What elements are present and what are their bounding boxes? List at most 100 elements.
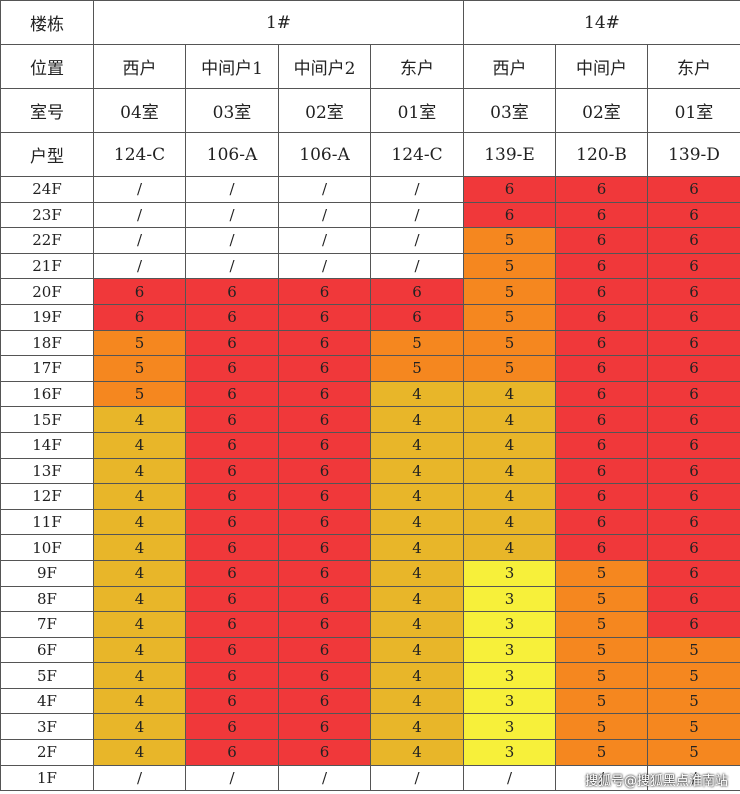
rating-cell: 6 bbox=[555, 329, 648, 357]
floor-row: 3F 4 6 6 4 3 5 5 bbox=[0, 713, 740, 741]
rating-cell: 6 bbox=[463, 201, 556, 229]
rating-cell: 6 bbox=[185, 278, 279, 305]
rating-cell: / bbox=[370, 764, 464, 792]
rating-cell: 6 bbox=[555, 534, 648, 561]
rating-cell: 4 bbox=[463, 431, 556, 459]
rating-cell: 4 bbox=[463, 380, 556, 408]
rating-cell: 6 bbox=[647, 534, 740, 561]
rating-cell: 6 bbox=[278, 636, 371, 664]
rating-cell: 4 bbox=[463, 457, 556, 485]
unit-room: 01室 bbox=[647, 88, 740, 133]
rating-cell: 5 bbox=[555, 585, 648, 613]
floor-row: 14F 4 6 6 4 4 6 6 bbox=[0, 431, 740, 459]
rating-cell: 6 bbox=[185, 559, 279, 587]
floor-row: 4F 4 6 6 4 3 5 5 bbox=[0, 687, 740, 715]
type-row: 户型 124-C 106-A 106-A 124-C 139-E 120-B 1… bbox=[0, 132, 740, 177]
rating-cell: 6 bbox=[185, 355, 279, 382]
rating-cell: 5 bbox=[647, 713, 740, 741]
rating-cell: 4 bbox=[93, 559, 186, 587]
unit-type: 106-A bbox=[185, 132, 279, 177]
unit-room: 04室 bbox=[93, 88, 186, 133]
rating-cell: / bbox=[185, 764, 279, 792]
rating-cell: 6 bbox=[647, 611, 740, 638]
rating-cell: / bbox=[93, 252, 186, 280]
rating-cell: 6 bbox=[370, 303, 464, 331]
rating-cell: / bbox=[278, 227, 371, 254]
type-label: 户型 bbox=[0, 132, 94, 177]
rating-cell: 6 bbox=[185, 508, 279, 536]
rating-cell: 6 bbox=[647, 483, 740, 510]
rating-cell: / bbox=[93, 227, 186, 254]
unit-position: 东户 bbox=[370, 44, 464, 89]
rating-cell: / bbox=[185, 201, 279, 229]
floor-row: 1F / / / / / / / bbox=[0, 764, 740, 792]
rating-cell: 4 bbox=[370, 457, 464, 485]
rating-cell: 6 bbox=[185, 662, 279, 689]
floor-row: 15F 4 6 6 4 4 6 6 bbox=[0, 406, 740, 433]
floor-row: 12F 4 6 6 4 4 6 6 bbox=[0, 483, 740, 510]
rating-cell: / bbox=[370, 227, 464, 254]
rating-cell: 6 bbox=[278, 329, 371, 357]
rating-cell: 6 bbox=[278, 303, 371, 331]
rating-cell: 6 bbox=[463, 176, 556, 203]
rating-cell: 6 bbox=[185, 483, 279, 510]
rating-cell: 4 bbox=[370, 713, 464, 741]
rating-cell: / bbox=[278, 764, 371, 792]
rating-cell: 5 bbox=[93, 380, 186, 408]
floor-label: 2F bbox=[0, 739, 94, 766]
floor-row: 13F 4 6 6 4 4 6 6 bbox=[0, 457, 740, 485]
unit-type: 139-E bbox=[463, 132, 556, 177]
rating-cell: 6 bbox=[185, 329, 279, 357]
rating-cell: 6 bbox=[185, 303, 279, 331]
rating-cell: 4 bbox=[370, 687, 464, 715]
rating-cell: 4 bbox=[370, 483, 464, 510]
rating-cell: 6 bbox=[278, 739, 371, 766]
floor-row: 7F 4 6 6 4 3 5 6 bbox=[0, 611, 740, 638]
rating-cell: 6 bbox=[278, 406, 371, 433]
rating-cell: 4 bbox=[93, 713, 186, 741]
rating-cell: 6 bbox=[185, 636, 279, 664]
floor-row: 8F 4 6 6 4 3 5 6 bbox=[0, 585, 740, 613]
rating-cell: / bbox=[185, 176, 279, 203]
rating-cell: 6 bbox=[278, 278, 371, 305]
unit-room: 03室 bbox=[185, 88, 279, 133]
rating-cell: 6 bbox=[185, 457, 279, 485]
unit-room: 03室 bbox=[463, 88, 556, 133]
rating-cell: 3 bbox=[463, 559, 556, 587]
rating-cell: 6 bbox=[278, 713, 371, 741]
floor-row: 5F 4 6 6 4 3 5 5 bbox=[0, 662, 740, 689]
rating-cell: 6 bbox=[647, 355, 740, 382]
floor-row: 23F / / //6 6 6 bbox=[0, 201, 740, 229]
rating-cell: 6 bbox=[647, 227, 740, 254]
rating-cell: 4 bbox=[370, 585, 464, 613]
rating-cell: 6 bbox=[555, 431, 648, 459]
rating-cell: 6 bbox=[278, 355, 371, 382]
rating-cell: / bbox=[463, 764, 556, 792]
floor-row: 10F 4 6 6 4 4 6 6 bbox=[0, 534, 740, 561]
rating-cell: 6 bbox=[647, 303, 740, 331]
rating-cell: / bbox=[647, 764, 740, 792]
unit-position: 西户 bbox=[93, 44, 186, 89]
rating-cell: 6 bbox=[647, 278, 740, 305]
unit-room: 02室 bbox=[555, 88, 648, 133]
rating-cell: 4 bbox=[370, 406, 464, 433]
rating-cell: 6 bbox=[185, 406, 279, 433]
floor-label: 7F bbox=[0, 611, 94, 638]
floor-label: 8F bbox=[0, 585, 94, 613]
rating-cell: 5 bbox=[463, 278, 556, 305]
floor-label: 16F bbox=[0, 380, 94, 408]
rating-cell: / bbox=[185, 227, 279, 254]
rating-cell: 5 bbox=[93, 355, 186, 382]
rating-cell: 5 bbox=[555, 662, 648, 689]
floor-row: 20F 6 6 6 6 5 6 6 bbox=[0, 278, 740, 305]
rating-cell: 5 bbox=[555, 611, 648, 638]
rating-cell: 4 bbox=[93, 611, 186, 638]
rating-cell: 6 bbox=[185, 534, 279, 561]
rating-cell: 3 bbox=[463, 687, 556, 715]
rating-cell: 6 bbox=[278, 431, 371, 459]
rating-cell: 4 bbox=[370, 611, 464, 638]
rating-cell: 6 bbox=[555, 176, 648, 203]
rating-cell: 3 bbox=[463, 636, 556, 664]
rating-cell: 6 bbox=[555, 355, 648, 382]
rating-cell: 6 bbox=[93, 303, 186, 331]
